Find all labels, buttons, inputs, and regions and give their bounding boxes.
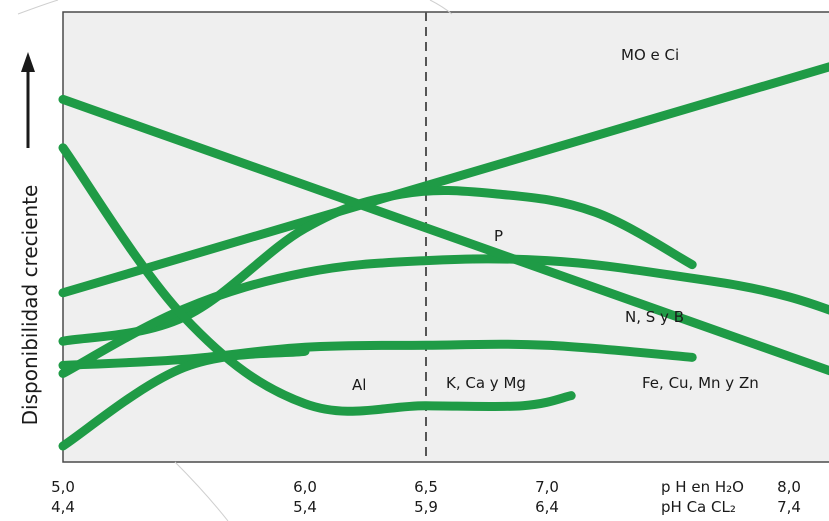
series-line-mo-e-ci	[58, 62, 829, 298]
x-tick-cacl2-2: 5,9	[414, 498, 438, 516]
y-axis-label: Disponibilidad creciente	[18, 185, 42, 426]
y-axis-arrow	[21, 52, 35, 148]
series-label-n-s-y-b: N, S y B	[625, 308, 684, 326]
x-tick-h2o-1: 6,0	[293, 478, 317, 496]
x-tick-h2o-4: 8,0	[777, 478, 801, 496]
series-label-fe-cu-mn-y-zn: Fe, Cu, Mn y Zn	[642, 374, 759, 392]
curves-group	[58, 62, 829, 451]
x-tick-h2o-3: 7,0	[535, 478, 559, 496]
series-label-p: P	[494, 227, 503, 245]
series-label-mo-e-ci: MO e Ci	[621, 46, 679, 64]
x-axis-label-cacl2: pH Ca CL₂	[661, 498, 736, 516]
decorative-arc-bottom	[174, 461, 229, 521]
x-tick-cacl2-4: 7,4	[777, 498, 801, 516]
series-line-n-s-y-b	[58, 254, 829, 378]
series-line-connector	[58, 346, 310, 451]
decorative-arc-top	[17, 0, 59, 15]
decorative-arc-topright	[429, 0, 453, 15]
series-line-al	[58, 143, 576, 416]
x-tick-cacl2-1: 5,4	[293, 498, 317, 516]
series-label-k-ca-y-mg: K, Ca y Mg	[446, 374, 526, 392]
x-tick-cacl2-0: 4,4	[51, 498, 75, 516]
x-axis-label-h2o: p H en H₂O	[661, 478, 744, 496]
series-line-k-ca-y-mg	[58, 339, 697, 370]
x-tick-cacl2-3: 6,4	[535, 498, 559, 516]
series-line-fe-cu-mn-y-zn	[58, 94, 829, 376]
x-tick-h2o-2: 6,5	[414, 478, 438, 496]
x-axis-ticks: 5,0 4,4 6,0 5,4 6,5 5,9 7,0 6,4 8,0 7,4	[51, 478, 801, 516]
series-label-al: Al	[352, 376, 366, 394]
x-tick-h2o-0: 5,0	[51, 478, 75, 496]
